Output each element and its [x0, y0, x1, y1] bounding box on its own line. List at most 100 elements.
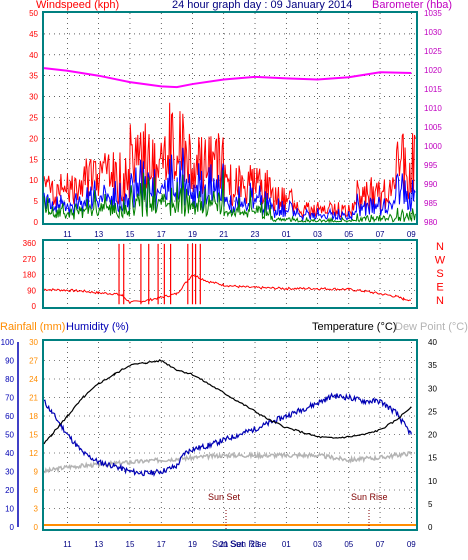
wind-y-tick: 25 — [29, 114, 38, 123]
direction-y-tick: 90 — [27, 286, 36, 295]
baro-y-tick: 1000 — [424, 142, 442, 151]
compass-label: E — [436, 282, 443, 294]
wind-panel-frame — [42, 11, 418, 225]
compass-label: N — [436, 241, 444, 253]
rainfall-axis-label: Rainfall (mm) — [0, 321, 65, 333]
humidity-y-tick: 60 — [5, 412, 14, 421]
temp-panel-frame — [42, 339, 418, 531]
baro-y-tick: 980 — [424, 218, 438, 227]
wind-y-tick: 10 — [29, 176, 38, 185]
rainfall-y-tick: 21 — [29, 394, 38, 403]
wind-x-tick: 03 — [313, 230, 322, 239]
humidity-y-tick: 0 — [10, 523, 15, 532]
baro-y-tick: 990 — [424, 180, 438, 189]
temp-y-tick: 30 — [428, 384, 437, 393]
rainfall-y-tick: 0 — [34, 523, 39, 532]
compass-label: S — [436, 268, 443, 280]
wind-y-tick: 30 — [29, 93, 38, 102]
humidity-y-tick: 100 — [1, 338, 15, 347]
wind-x-tick: 07 — [376, 230, 385, 239]
wind-y-tick: 20 — [29, 134, 38, 143]
temperature-axis-label: Temperature (°C) — [312, 321, 396, 333]
temp-y-tick: 25 — [428, 407, 437, 416]
rainfall-y-tick: 15 — [29, 431, 38, 440]
rainfall-y-tick: 18 — [29, 412, 38, 421]
sunrise-annotation: Sun Rise — [351, 492, 388, 502]
baro-y-tick: 1035 — [424, 9, 442, 18]
humidity-y-tick: 10 — [5, 505, 14, 514]
wind-min-line — [43, 170, 416, 224]
temp-y-tick: 20 — [428, 431, 437, 440]
direction-y-tick: 180 — [23, 271, 37, 280]
humidity-y-tick: 50 — [5, 431, 14, 440]
temp-y-tick: 0 — [428, 523, 433, 532]
compass-label: W — [435, 255, 446, 267]
sunset-annotation: Sun Set — [208, 492, 241, 502]
compass-label: N — [436, 295, 444, 307]
temp-x-tick: 17 — [157, 540, 166, 549]
temperature-line — [43, 358, 412, 445]
windspeed-axis-label: Windspeed (kph) — [36, 0, 119, 11]
direction-y-tick: 0 — [32, 302, 37, 311]
humidity-y-tick: 40 — [5, 449, 14, 458]
temp-x-tick: 03 — [313, 540, 322, 549]
wind-y-tick: 35 — [29, 72, 38, 81]
temp-x-tick: 19 — [188, 540, 197, 549]
wind-avg-line — [43, 147, 416, 222]
wind-x-tick: 17 — [157, 230, 166, 239]
baro-y-tick: 1025 — [424, 47, 442, 56]
humidity-y-tick: 70 — [5, 394, 14, 403]
rainfall-y-tick: 24 — [29, 375, 38, 384]
rainfall-y-tick: 12 — [29, 449, 38, 458]
direction-y-tick: 360 — [23, 239, 37, 248]
baro-y-tick: 1020 — [424, 66, 442, 75]
wind-y-tick: 0 — [34, 218, 39, 227]
chart-title: 24 hour graph day : 09 January 2014 — [172, 0, 352, 11]
wind-y-tick: 5 — [34, 197, 39, 206]
direction-y-tick: 270 — [23, 255, 37, 264]
wind-x-tick: 05 — [344, 230, 353, 239]
temp-x-tick: 13 — [94, 540, 103, 549]
baro-y-tick: 1005 — [424, 123, 442, 132]
baro-y-tick: 1015 — [424, 85, 442, 94]
wind-y-tick: 40 — [29, 51, 38, 60]
humidity-axis-label: Humidity (%) — [66, 321, 129, 333]
rainfall-y-tick: 27 — [29, 357, 38, 366]
temp-x-tick: 07 — [376, 540, 385, 549]
sunrise-bottom-label: Sun Rise — [230, 539, 267, 549]
baro-y-tick: 985 — [424, 199, 438, 208]
temp-x-tick: 23 — [251, 540, 260, 549]
wind-y-tick: 45 — [29, 30, 38, 39]
dewpoint-axis-label: Dew Point (°C) — [395, 321, 468, 333]
wind-x-tick: 23 — [251, 230, 260, 239]
baro-y-tick: 1010 — [424, 104, 442, 113]
temp-x-tick: 15 — [126, 540, 135, 549]
temp-y-tick: 10 — [428, 477, 437, 486]
temp-y-tick: 40 — [428, 338, 437, 347]
barometer-line — [43, 67, 412, 89]
rainfall-y-tick: 30 — [29, 338, 38, 347]
humidity-line — [43, 392, 412, 477]
temp-x-tick: 09 — [407, 540, 416, 549]
wind-x-tick: 13 — [94, 230, 103, 239]
temp-y-tick: 35 — [428, 361, 437, 370]
wind-direction-line — [43, 274, 412, 304]
wind-x-tick: 11 — [63, 230, 72, 239]
wind-x-tick: 15 — [126, 230, 135, 239]
wind-x-tick: 09 — [407, 230, 416, 239]
baro-y-tick: 995 — [424, 161, 438, 170]
direction-panel-frame — [42, 239, 418, 309]
humidity-y-tick: 90 — [5, 357, 14, 366]
rainfall-y-tick: 9 — [34, 468, 39, 477]
sunset-bottom-label: Sun Set — [212, 539, 245, 549]
wind-x-tick: 01 — [282, 230, 291, 239]
humidity-y-tick: 20 — [5, 486, 14, 495]
wind-y-tick: 15 — [29, 155, 38, 164]
temp-y-tick: 15 — [428, 454, 437, 463]
dewpoint-line — [43, 450, 413, 474]
temp-y-tick: 5 — [428, 500, 433, 509]
wind-y-tick: 50 — [29, 9, 38, 18]
barometer-axis-label: Barometer (hba) — [372, 0, 452, 11]
temp-x-tick: 05 — [344, 540, 353, 549]
